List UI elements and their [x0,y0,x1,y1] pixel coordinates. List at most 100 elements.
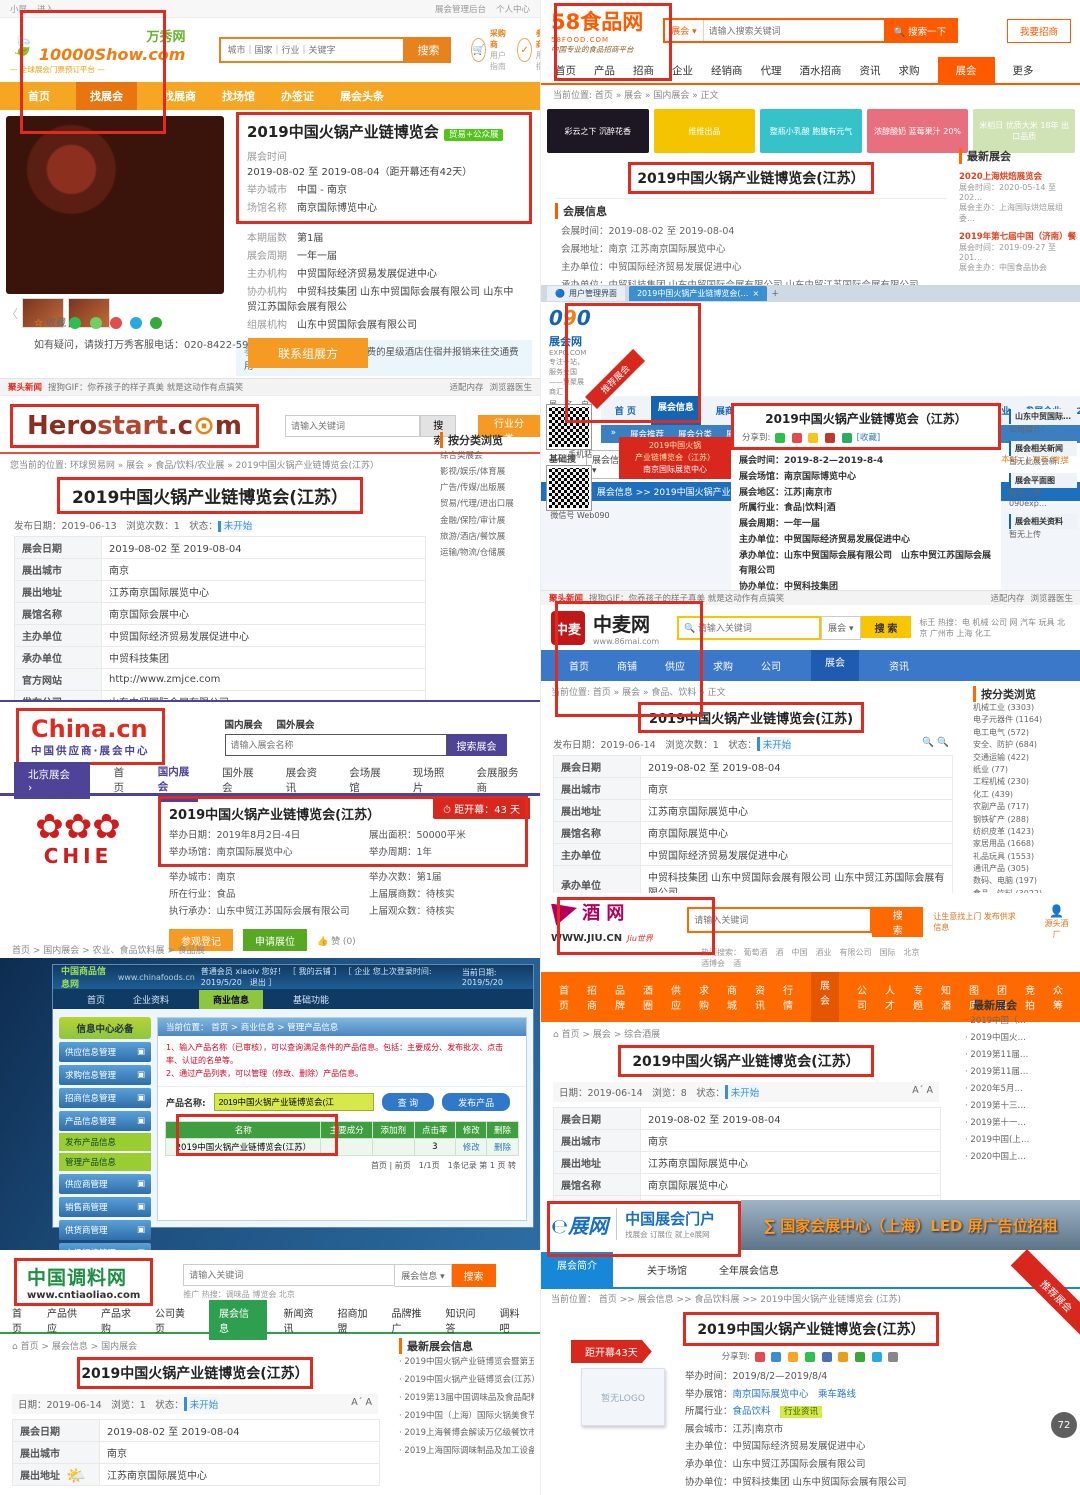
nav-item[interactable]: 招商 [633,64,654,77]
nav-item[interactable]: 公司 [761,662,781,673]
thumbnail[interactable] [22,298,65,328]
collect-label[interactable]: 收藏 [46,318,67,329]
pagination[interactable]: 首页 | 前页 1/1页 1条记录 第 1 页 转 [370,1161,516,1171]
category-link[interactable]: 纺织皮革 (1423) [973,826,1035,836]
subnav-item[interactable]: » [610,428,616,438]
sidebar-item[interactable]: 供货商管理 ▣ [59,1220,151,1240]
news-link[interactable]: 浏览器医生 [1030,594,1073,604]
tab-overseas[interactable]: 国外展会 [276,720,315,731]
tab-item[interactable]: 基础功能 [293,996,330,1006]
font-size-controls[interactable]: Aˊ A [912,1084,933,1096]
wanxiu-logo[interactable]: 🍃 万秀网 10000Show.com — 全球展会门票预订平台 — [10,26,185,75]
category-link[interactable]: 广告/传媒/出版展 [440,483,506,494]
tab-domestic[interactable]: 国内展会 [224,720,263,731]
recruit-button[interactable]: 我要招商 [1006,18,1071,43]
category-link[interactable]: 数码、电脑 (197) [973,876,1038,886]
favorite-share-icon[interactable] [808,432,819,443]
nav-item[interactable]: 企业 [672,64,693,77]
new-tab-button[interactable]: ＋ [771,289,780,298]
news-link[interactable]: 适配内存 [449,383,484,393]
nav-item[interactable]: 首页 [113,767,125,794]
category-link[interactable]: 电工电气 (572) [973,727,1030,737]
close-icon[interactable]: × [752,289,760,298]
qzone-share-icon[interactable] [788,1351,799,1362]
search-category-select[interactable]: 展会 ▾ [665,20,704,41]
sidebar-item[interactable]: 供应商管理 ▣ [59,1174,151,1194]
nav-item-active[interactable]: 展会信息 [208,1300,268,1340]
nav-item[interactable]: 现场照片 [412,767,445,794]
category-link[interactable]: 工程机械 (230) [973,777,1030,787]
nav-item[interactable]: 找场馆 [222,90,255,103]
nav-item[interactable]: 展会资讯 [285,767,318,794]
ad-banner[interactable]: 整瓶小乳酸 胞腹有元气 [760,109,862,153]
qq-share-icon[interactable] [771,1351,782,1362]
category-link[interactable]: 金融/保险/审计展 [440,515,506,526]
industry-category-button[interactable]: 行业分类 [478,415,540,445]
expo-link[interactable]: · 2019第十一… [965,1118,1027,1128]
search-button[interactable]: 🔍 搜索一下 [883,20,957,41]
nav-item[interactable]: 首页 [28,90,50,103]
prev-arrow-icon[interactable]: 〈 [6,306,19,321]
search-input[interactable] [284,415,421,437]
sidebar-item[interactable]: 招商信息管理 ▣ [59,1088,151,1108]
tab-active[interactable]: 展会简介 [541,1252,613,1287]
browser-tab-active[interactable]: 2019中国火锅产业链博览会(… × [628,286,768,301]
search-button[interactable]: 搜索 [451,1264,496,1287]
search-category-select[interactable]: 展会 ▾ [821,616,861,640]
nav-item[interactable]: 首 页 [607,400,643,421]
topbar-link[interactable]: 个人中心 [495,4,530,15]
publish-product-button[interactable]: 发布产品 [442,1093,511,1112]
nav-item[interactable]: 首页 [12,1309,22,1335]
expo-card[interactable]: 2019年第七届中国（济南）餐… 展会时间：2019-09-27 至 201… … [959,232,1077,272]
tab-item[interactable]: 首页 [87,996,106,1006]
sidebar-subitem[interactable]: 管理产品信息 [59,1153,151,1171]
nav-item[interactable]: 供应 [665,662,685,673]
category-link[interactable]: 运输/物流/仓储展 [440,547,506,558]
nav-item[interactable]: 商城 [727,985,737,1012]
expo-link[interactable]: · 2019中国火… [965,1033,1027,1043]
star-icon[interactable]: ☆ [34,318,43,329]
douban-share-icon[interactable] [841,432,852,443]
news-link[interactable]: 适配内存 [990,594,1025,604]
tab-item-active[interactable]: 商业信息 [199,990,264,1009]
buyer-guide[interactable]: 🛒 采购商 用户指南 [471,29,506,71]
sidebar-item[interactable]: 市场行情管理▣ [59,1243,151,1250]
expo-card[interactable]: 2020上海烘焙展览会 展会时间：2020-05-14 至 202… 展会主办：… [959,172,1063,223]
search-input[interactable] [677,616,822,640]
exhibitor-guide[interactable]: ✓ 参展商用户指南 [517,28,540,72]
nav-item[interactable]: 更多 [1012,64,1034,77]
nav-item[interactable]: 人才 [885,985,895,1012]
search-input[interactable] [219,37,406,63]
category-link[interactable]: 农副产品 (717) [973,802,1030,812]
category-link[interactable]: 交通运输 (422) [973,752,1030,762]
search-category-select[interactable]: 展会信息 ▾ [395,1264,452,1287]
category-link[interactable]: 化工 (439) [973,789,1014,799]
nav-item[interactable]: 公司黄页 [155,1309,185,1335]
product-name-input[interactable] [213,1093,374,1112]
qq-share-icon[interactable] [89,317,102,329]
nav-item[interactable]: 公司 [857,985,867,1012]
category-link[interactable]: 通讯产品 (305) [973,864,1030,874]
more-share-icon[interactable] [888,1351,899,1362]
ezhan-logo[interactable]: ℮展网 中国展会门户 找展会 订展位 就上e展网 [551,1208,716,1240]
collect-link[interactable]: [收藏] [856,433,881,443]
sidebar-item[interactable]: 产品信息管理 ▣ [59,1111,151,1131]
nav-item[interactable]: 找展商 [163,90,196,103]
nav-item[interactable]: 产品供应 [47,1309,77,1335]
nav-item[interactable]: 会展服务商 [476,767,519,794]
expo-link[interactable]: · 2019中国（… [965,1016,1027,1026]
expo-link[interactable]: · 2019第十三… [965,1101,1027,1111]
search-input[interactable] [703,20,884,41]
tab-item[interactable]: 全年展会信息 [719,1266,779,1277]
tab-item[interactable]: 企业资料 [133,996,170,1006]
font-size-controls[interactable]: Aˊ A [351,1397,372,1408]
category-link[interactable]: 钢铁矿产 (288) [973,814,1030,824]
nav-item[interactable]: 品牌 [615,985,625,1012]
expo-link[interactable]: · 2019第11届… [965,1067,1029,1077]
query-button[interactable]: 查 询 [381,1093,435,1112]
nav-item[interactable]: 供应 [671,985,681,1012]
search-input[interactable] [183,1264,396,1286]
expo-link[interactable]: · 2019第11届… [965,1050,1029,1060]
ad-banner[interactable]: 米稻日 优质大米 18年 出口品质 [973,109,1075,153]
nav-item[interactable]: 知识问答 [445,1309,476,1335]
